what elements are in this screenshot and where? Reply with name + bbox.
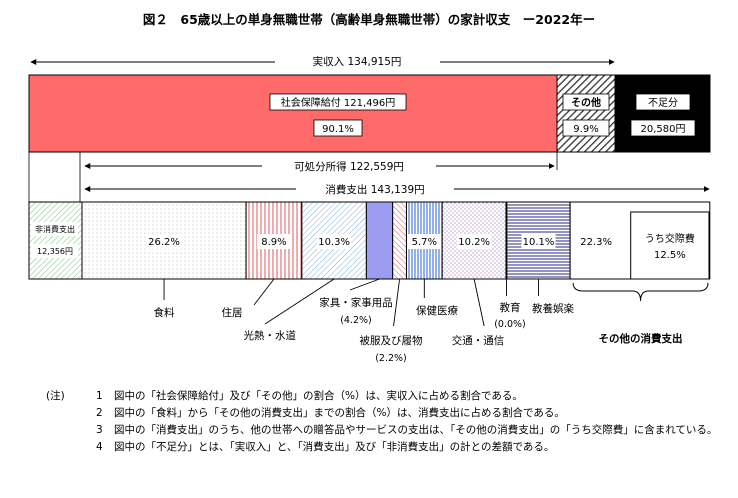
other-income-share: 9.9%	[573, 124, 598, 135]
notes-head: (注)	[46, 390, 65, 402]
label-education: 教育	[500, 301, 521, 314]
share-label-other_consumption: 22.3%	[580, 237, 612, 248]
entertainment-sub-share: 12.5%	[654, 250, 686, 261]
non-consumption-amount: 12,356円	[37, 247, 73, 256]
bar-social-security	[28, 74, 558, 153]
chart-title: 図２ 65歳以上の単身無職世帯（高齢単身無職世帯）の家計収支 ー2022年ー	[143, 12, 595, 27]
label-utilities: 光熱・水道	[244, 329, 297, 342]
share-label-food: 26.2%	[148, 237, 180, 248]
share-clothing: (2.2%)	[375, 353, 407, 364]
share-bg	[147, 234, 182, 249]
share-bg	[457, 234, 492, 249]
share-label-recreation: 10.1%	[523, 237, 555, 248]
bar-non-consumption	[28, 201, 83, 280]
label-clothing: 被服及び履物	[360, 334, 423, 347]
label-transport: 交通・通信	[452, 334, 505, 347]
brace-other-consumption	[572, 282, 709, 302]
label-recreation: 教養娯楽	[532, 302, 574, 315]
share-bg	[407, 234, 442, 249]
share-label-utilities: 10.3%	[318, 237, 350, 248]
non-consumption-name: 非消費支出	[35, 224, 75, 234]
leader-clothing	[393, 278, 401, 327]
note-item: (注) 1 図中の「社会保障給付」及び「その他」の割合（%）は、実収入に占める割…	[46, 388, 726, 405]
share-education: (0.0%)	[494, 319, 526, 330]
bar-clothing	[392, 201, 407, 280]
household-budget-chart: 図２ 65歳以上の単身無職世帯（高齢単身無職世帯）の家計収支 ー2022年ー 実…	[28, 12, 711, 364]
other-income-label: その他	[571, 96, 601, 109]
social-security-label: 社会保障給付 121,496円	[281, 96, 396, 109]
leader-housing	[253, 278, 275, 306]
notes: (注) 1 図中の「社会保障給付」及び「その他」の割合（%）は、実収入に占める割…	[46, 388, 726, 456]
label-housing: 住居	[222, 306, 243, 319]
note-item: 3 図中の「消費支出」のうち、他の世帯への贈答品やサービスの支出は、「その他の消…	[96, 424, 718, 436]
label-bg	[31, 244, 78, 258]
social-security-share: 90.1%	[322, 124, 354, 135]
bar-deficit	[614, 74, 711, 153]
note-item: 4 図中の「不足分」とは、「実収入」と、「消費支出」及び「非消費支出」の計との差…	[96, 441, 555, 453]
leader-transport	[473, 278, 485, 327]
label-food: 食料	[154, 306, 175, 319]
share-label-housing: 8.9%	[261, 237, 286, 248]
deficit-label: 不足分	[648, 97, 678, 109]
consumption-total-label: 消費支出 143,139円	[325, 183, 424, 196]
label-medical: 保健医療	[416, 304, 458, 317]
income-total-label: 実収入 134,915円	[313, 55, 402, 68]
label-bg	[31, 222, 78, 236]
label-furniture: 家具・家事用品	[319, 296, 393, 309]
leader-furniture	[349, 278, 380, 291]
share-label-medical: 5.7%	[412, 237, 437, 248]
income-bar: 社会保障給付 121,496円 90.1% その他 9.9% 不足分 20,58…	[28, 74, 711, 153]
bar-furniture	[365, 201, 394, 280]
share-label-transport: 10.2%	[458, 237, 490, 248]
label-other_consumption: その他の消費支出	[599, 332, 683, 345]
share-bg	[317, 234, 352, 249]
disposable-income-label: 可処分所得 122,559円	[294, 160, 404, 173]
leader-utilities	[264, 278, 335, 325]
share-bg	[256, 234, 291, 249]
share-bg	[521, 234, 556, 249]
share-furniture: (4.2%)	[340, 315, 372, 326]
bar-other-income	[556, 74, 616, 153]
entertainment-sub-name: うち交際費	[645, 232, 695, 245]
expenditure-bar: 非消費支出 12,356円 26.2% 8.9% 10.3% 5.7% 10.2% 10.1%…	[28, 201, 711, 280]
bar-entertainment-sub	[630, 211, 710, 280]
deficit-amount: 20,580円	[641, 124, 686, 135]
note-item: 2 図中の「食料」から「その他の消費支出」までの割合（%）は、消費支出に占める割…	[96, 407, 565, 419]
